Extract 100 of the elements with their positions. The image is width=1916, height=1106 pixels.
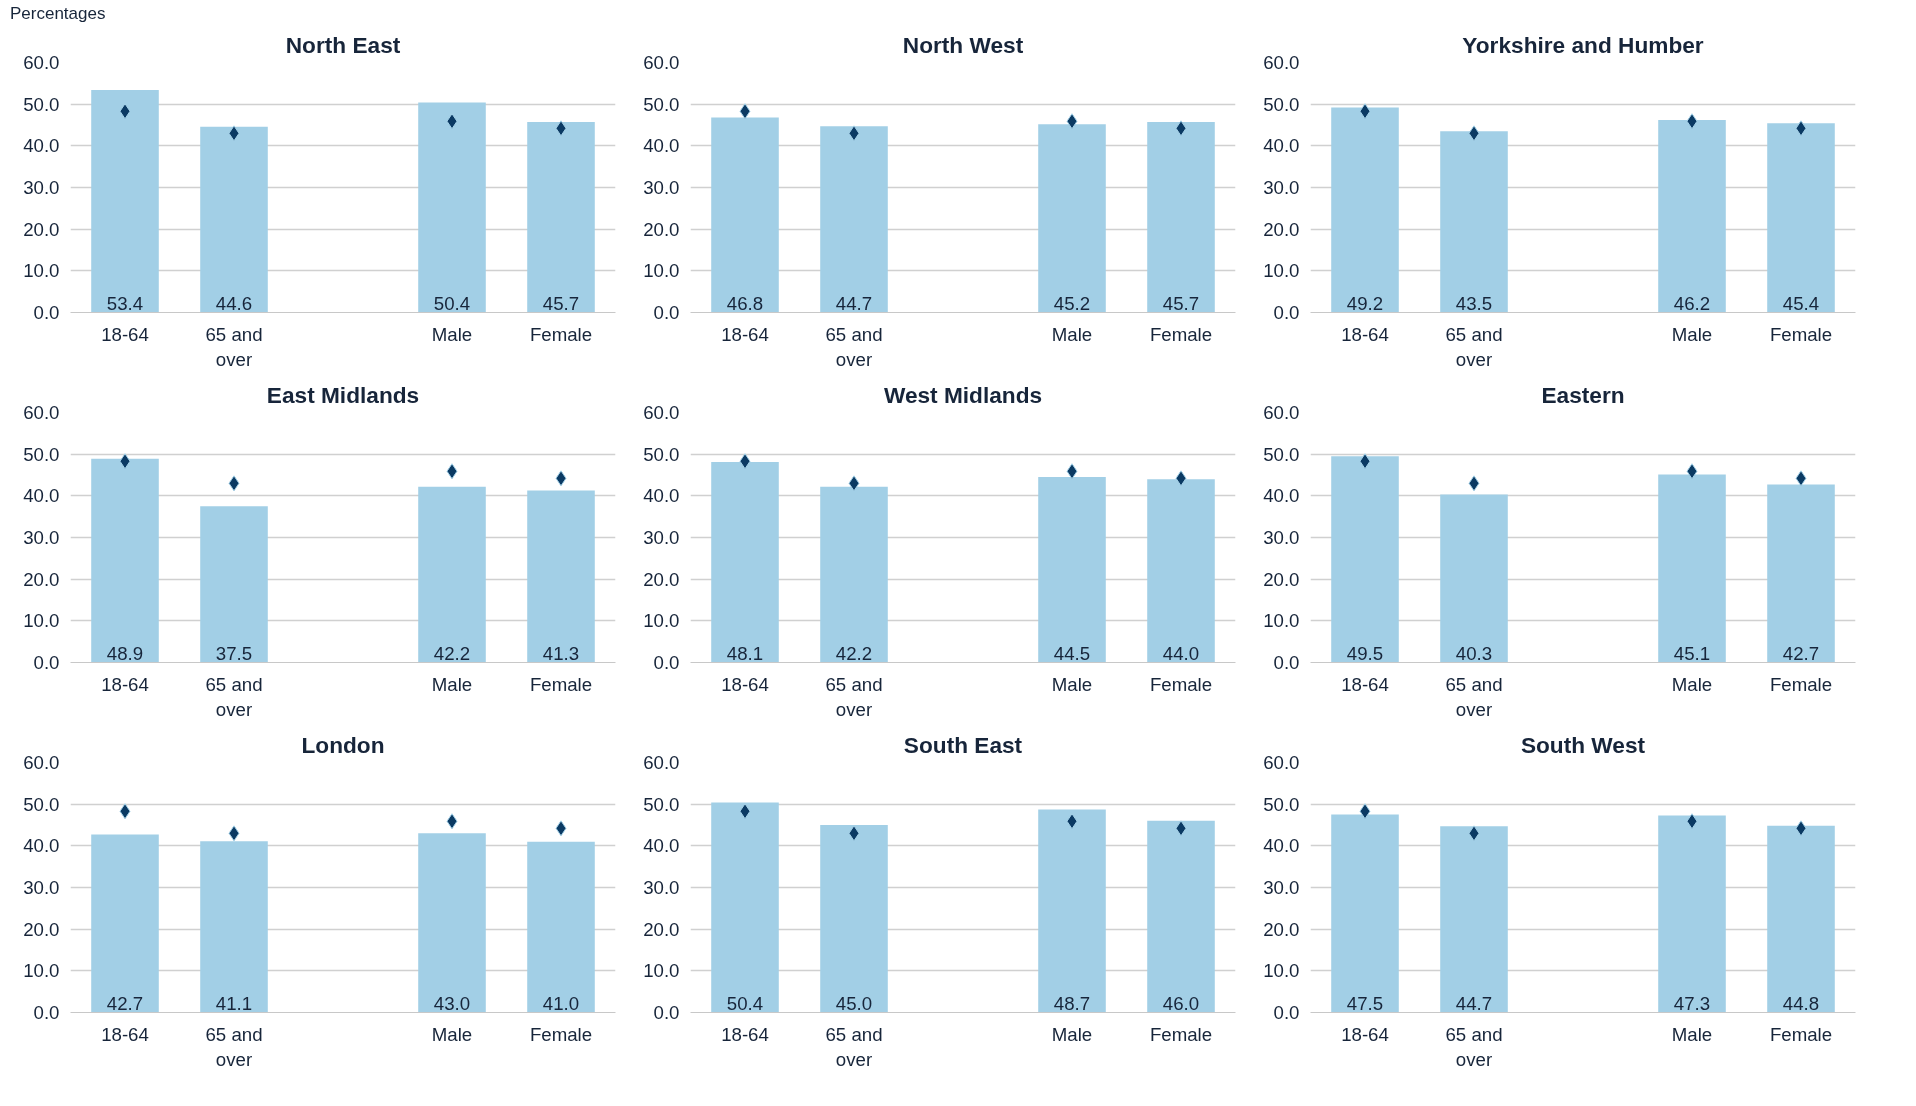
chart-title: West Midlands <box>883 381 1043 408</box>
y-tick-label: 0.0 <box>653 652 680 673</box>
data-label: 46.2 <box>1673 292 1711 314</box>
x-tick-label: Male <box>431 323 473 345</box>
y-tick-label: 40.0 <box>643 485 680 507</box>
y-tick-label: 50.0 <box>1263 793 1300 815</box>
y-tick-label: 40.0 <box>1263 135 1300 157</box>
y-tick-label: 20.0 <box>1263 568 1300 590</box>
x-tick-label: 18-64 <box>721 673 769 695</box>
y-tick-label: 50.0 <box>643 93 680 115</box>
y-tick-label: 30.0 <box>643 177 680 198</box>
y-tick-label: 50.0 <box>1263 443 1300 465</box>
y-tick-label: 30.0 <box>23 177 60 198</box>
y-tick-label: 0.0 <box>653 302 680 323</box>
x-tick-label: 65 and over <box>205 1023 263 1070</box>
y-tick-label: 60.0 <box>23 752 60 773</box>
x-tick-label: Male <box>1671 673 1713 695</box>
data-label: 46.8 <box>726 292 764 314</box>
y-tick-label: 40.0 <box>1263 835 1300 857</box>
x-tick-label: Female <box>1769 673 1833 695</box>
y-tick-label: 0.0 <box>1273 1002 1300 1023</box>
y-tick-label: 20.0 <box>23 918 60 940</box>
y-tick-label: 20.0 <box>23 218 60 240</box>
y-tick-label: 60.0 <box>643 752 680 773</box>
y-tick-label: 50.0 <box>23 793 60 815</box>
y-tick-label: 40.0 <box>1263 485 1300 507</box>
data-label: 48.9 <box>106 642 144 664</box>
x-tick-label: Male <box>1051 323 1093 345</box>
data-label: 46.0 <box>1162 992 1200 1014</box>
y-tick-label: 60.0 <box>23 402 60 423</box>
x-tick-label: 65 and over <box>825 673 883 720</box>
x-tick-label: Male <box>431 673 473 695</box>
y-tick-label: 0.0 <box>1273 302 1300 323</box>
x-tick-label: Male <box>431 1023 473 1045</box>
data-label: 40.3 <box>1455 642 1493 664</box>
data-label: 45.4 <box>1782 292 1820 314</box>
y-tick-label: 0.0 <box>653 1002 680 1023</box>
y-tick-label: 30.0 <box>643 527 680 548</box>
y-tick-label: 30.0 <box>643 877 680 898</box>
y-tick-label: 40.0 <box>23 135 60 157</box>
y-tick-label: 30.0 <box>23 527 60 548</box>
x-tick-label: 65 and over <box>1445 1023 1503 1070</box>
chart-title: East Midlands <box>266 381 420 408</box>
x-tick-label: 18-64 <box>1341 673 1389 695</box>
data-label: 49.5 <box>1346 642 1384 664</box>
data-label: 45.7 <box>1162 292 1200 314</box>
x-tick-label: 18-64 <box>721 1023 769 1045</box>
data-label: 44.7 <box>835 292 873 314</box>
data-label: 44.0 <box>1162 642 1200 664</box>
data-label: 53.4 <box>106 292 144 314</box>
chart-title: South West <box>1520 731 1646 758</box>
data-label: 44.8 <box>1782 992 1820 1014</box>
data-label: 45.0 <box>835 992 873 1014</box>
y-tick-label: 10.0 <box>1263 960 1300 982</box>
data-label: 37.5 <box>215 642 253 664</box>
y-tick-label: 0.0 <box>33 652 60 673</box>
x-tick-label: 18-64 <box>721 323 769 345</box>
y-tick-label: 50.0 <box>23 443 60 465</box>
data-label: 43.0 <box>433 992 471 1014</box>
x-tick-label: Female <box>1149 323 1213 345</box>
data-label: 45.1 <box>1673 642 1711 664</box>
x-tick-label: Female <box>529 323 593 345</box>
x-tick-label: 65 and over <box>205 673 263 720</box>
y-tick-label: 20.0 <box>643 918 680 940</box>
data-label: 49.2 <box>1346 292 1384 314</box>
data-label: 42.2 <box>433 642 471 664</box>
data-label: 42.7 <box>1782 642 1820 664</box>
y-tick-label: 20.0 <box>643 218 680 240</box>
y-tick-label: 10.0 <box>643 610 680 632</box>
x-tick-label: Female <box>529 673 593 695</box>
x-tick-label: 65 and over <box>825 323 883 370</box>
y-tick-label: 40.0 <box>23 485 60 507</box>
y-tick-label: 50.0 <box>1263 93 1300 115</box>
x-tick-label: 65 and over <box>825 1023 883 1070</box>
data-label: 41.3 <box>542 642 580 664</box>
x-tick-label: 65 and over <box>205 323 263 370</box>
y-tick-label: 50.0 <box>23 93 60 115</box>
y-tick-label: 40.0 <box>643 135 680 157</box>
y-tick-label: 30.0 <box>1263 177 1300 198</box>
y-tick-label: 10.0 <box>23 260 60 282</box>
x-tick-label: Male <box>1671 323 1713 345</box>
data-label: 50.4 <box>726 992 764 1014</box>
x-tick-label: Male <box>1051 1023 1093 1045</box>
y-tick-label: 0.0 <box>33 302 60 323</box>
y-tick-label: 20.0 <box>1263 918 1300 940</box>
x-tick-label: 18-64 <box>101 1023 149 1045</box>
y-tick-label: 60.0 <box>1263 752 1300 773</box>
x-tick-label: 65 and over <box>1445 323 1503 370</box>
data-label: 42.2 <box>835 642 873 664</box>
data-label: 44.6 <box>215 292 253 314</box>
x-tick-label: Female <box>1769 1023 1833 1045</box>
data-label: 48.1 <box>726 642 764 664</box>
chart-title: North West <box>902 31 1024 58</box>
data-label: 47.3 <box>1673 992 1711 1014</box>
data-label: 45.2 <box>1053 292 1091 314</box>
y-tick-label: 20.0 <box>1263 218 1300 240</box>
y-tick-label: 50.0 <box>643 443 680 465</box>
y-tick-label: 40.0 <box>643 835 680 857</box>
y-tick-label: 0.0 <box>33 1002 60 1023</box>
chart-title: London <box>301 731 385 758</box>
